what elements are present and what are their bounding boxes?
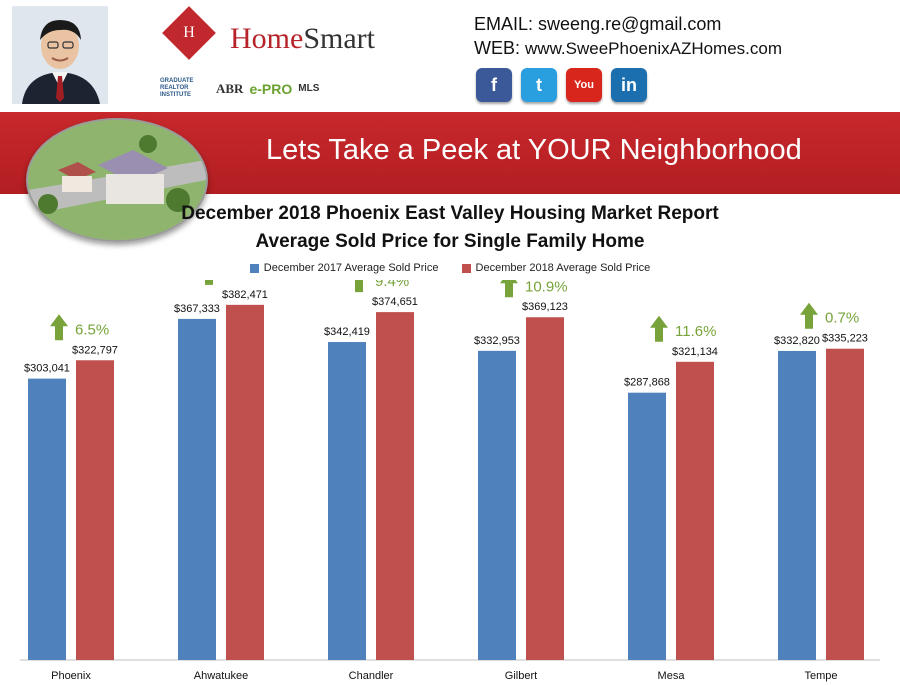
email-label: EMAIL: xyxy=(474,14,534,34)
data-label-2018-tempe: $335,223 xyxy=(822,333,868,345)
change-label-gilbert: 10.9% xyxy=(525,280,568,295)
web-label: WEB: xyxy=(474,38,521,58)
bar-2018-mesa xyxy=(676,361,714,660)
bar-chart: $303,041$322,797 Phoenix 6.5% $367,333$382,… xyxy=(20,280,880,682)
data-label-2017-mesa: $287,868 xyxy=(624,377,670,389)
bar-2017-gilbert xyxy=(478,350,516,660)
badge-2: e-PRO xyxy=(249,80,293,97)
social-links: f t You in xyxy=(476,68,647,102)
bar-2017-ahwatukee xyxy=(178,318,216,660)
bar-2018-phoenix xyxy=(76,360,114,660)
tick-label-mesa: Mesa xyxy=(658,670,686,682)
data-label-2017-chandler: $342,419 xyxy=(324,326,370,338)
bar-2017-phoenix xyxy=(28,378,66,660)
bar-2018-gilbert xyxy=(526,317,564,660)
brand-name-home: Home xyxy=(230,22,304,55)
badge-0: GRADUATE REALTOR INSTITUTE xyxy=(160,78,194,98)
data-label-2018-mesa: $321,134 xyxy=(672,346,718,358)
bar-2018-tempe xyxy=(826,348,864,660)
email-address[interactable]: sweeng.re@gmail.com xyxy=(538,14,722,34)
tick-label-ahwatukee: Ahwatukee xyxy=(194,670,248,682)
bar-2017-chandler xyxy=(328,342,366,660)
neighborhood-house-image xyxy=(26,118,208,242)
change-label-mesa: 11.6% xyxy=(675,323,716,340)
brand-name: HomeSmart xyxy=(230,22,375,56)
homesmart-diamond-icon: H xyxy=(162,6,216,60)
youtube-icon[interactable]: You xyxy=(566,68,602,102)
legend-swatch-2017 xyxy=(249,263,259,273)
tick-label-gilbert: Gilbert xyxy=(505,670,537,682)
up-arrow-icon-chandler xyxy=(355,280,363,293)
email-row: EMAIL: sweeng.re@gmail.com xyxy=(474,12,782,36)
data-label-2017-ahwatukee: $367,333 xyxy=(174,303,220,315)
badge-1: ABR xyxy=(216,80,244,96)
header: H HomeSmart GRADUATE REALTOR INSTITUTE AB… xyxy=(0,0,900,110)
up-arrow-icon-ahwatukee xyxy=(205,280,213,285)
contact-info: EMAIL: sweeng.re@gmail.com WEB: www.Swee… xyxy=(474,12,782,61)
change-label-tempe: 0.7% xyxy=(825,310,859,327)
bar-2017-mesa xyxy=(628,392,666,660)
bar-2018-ahwatukee xyxy=(226,304,264,660)
change-label-chandler: 9.4% xyxy=(375,280,409,290)
data-label-2017-phoenix: $303,041 xyxy=(24,363,70,375)
chart-title: December 2018 Phoenix East Valley Housin… xyxy=(181,203,719,224)
tick-label-chandler: Chandler xyxy=(349,670,394,682)
legend-swatch-2018 xyxy=(461,263,471,273)
agent-photo xyxy=(12,6,108,104)
tick-label-phoenix: Phoenix xyxy=(51,670,91,682)
data-label-2017-gilbert: $332,953 xyxy=(474,335,520,347)
bar-2018-chandler xyxy=(376,312,414,660)
up-arrow-icon-tempe xyxy=(800,302,818,329)
facebook-icon[interactable]: f xyxy=(476,68,512,102)
chart-subtitle: Average Sold Price for Single Family Hom… xyxy=(255,231,645,252)
up-arrow-icon-mesa xyxy=(650,315,668,342)
twitter-icon[interactable]: t xyxy=(521,68,557,102)
chart-legend: December 2017 Average Sold Price Decembe… xyxy=(0,262,900,276)
certification-badges: GRADUATE REALTOR INSTITUTE ABR e-PRO MLS xyxy=(160,78,319,99)
logo-letters: H xyxy=(183,24,195,41)
legend-item-2018: December 2018 Average Sold Price xyxy=(461,262,651,274)
badge-3: MLS xyxy=(298,83,320,94)
data-label-2018-ahwatukee: $382,471 xyxy=(222,289,268,301)
legend-item-2017: December 2017 Average Sold Price xyxy=(249,262,439,274)
legend-label-2017: December 2017 Average Sold Price xyxy=(263,262,439,274)
data-label-2018-phoenix: $322,797 xyxy=(72,344,118,356)
data-label-2017-tempe: $332,820 xyxy=(774,335,820,347)
data-label-2018-gilbert: $369,123 xyxy=(522,301,568,313)
data-label-2018-chandler: $374,651 xyxy=(372,296,418,308)
brand-name-smart: Smart xyxy=(303,22,375,55)
change-label-phoenix: 6.5% xyxy=(75,321,109,338)
banner-text: Lets Take a Peek at YOUR Neighborhood xyxy=(266,134,802,166)
legend-label-2018: December 2018 Average Sold Price xyxy=(475,262,651,274)
linkedin-icon[interactable]: in xyxy=(611,68,647,102)
up-arrow-icon-gilbert xyxy=(500,280,518,298)
tick-label-tempe: Tempe xyxy=(804,670,837,682)
web-address[interactable]: www.SweePhoenixAZHomes.com xyxy=(525,39,783,58)
bar-2017-tempe xyxy=(778,350,816,660)
up-arrow-icon-phoenix xyxy=(50,314,68,341)
change-label-ahwatukee: 4.1% xyxy=(225,280,259,283)
brand-logo: H HomeSmart GRADUATE REALTOR INSTITUTE AB… xyxy=(160,6,400,108)
web-row: WEB: www.SweePhoenixAZHomes.com xyxy=(474,36,782,61)
